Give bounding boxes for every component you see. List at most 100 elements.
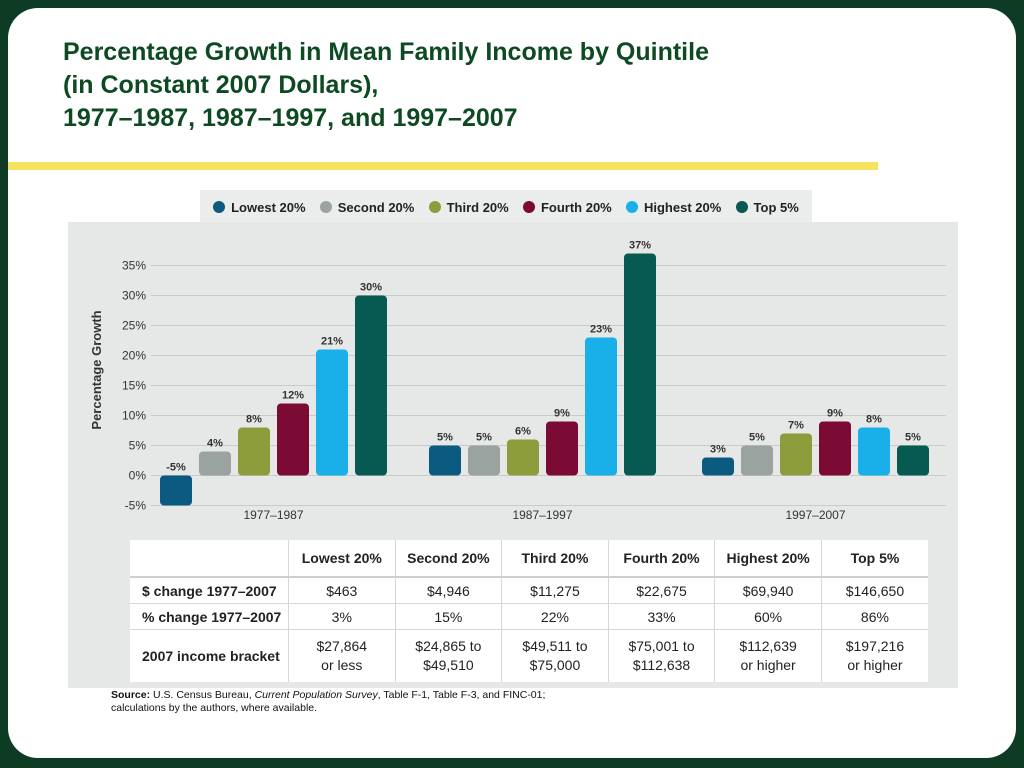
bar-label-0-1: 4% <box>207 438 223 450</box>
table-cell-0-2: $11,275 <box>501 577 609 604</box>
bar-2-3 <box>819 421 851 476</box>
bar-1-5 <box>624 253 656 476</box>
legend-item-5: Top 5% <box>735 199 799 215</box>
bar-label-1-4: 23% <box>590 324 612 336</box>
table-row-label-1: % change 1977–2007 <box>142 608 282 625</box>
source-text-1: U.S. Census Bureau, <box>150 689 255 701</box>
source-text-2: , Table F-1, Table F-3, and FINC-01; <box>377 689 546 701</box>
y-tick-label-4: 15% <box>122 379 146 393</box>
source-text-3: calculations by the authors, where avail… <box>111 702 318 714</box>
table-row: % change 1977–2007 3% 15% 22% 33% 60% 86% <box>130 603 928 630</box>
table-cell-line-2-5-1: or higher <box>847 656 903 673</box>
bar-0-1 <box>199 451 231 476</box>
legend-label-0: Lowest 20% <box>231 199 306 215</box>
slide: Percentage Growth in Mean Family Income … <box>8 8 1016 758</box>
table-cell-0-5: $146,650 <box>820 577 928 604</box>
table-cell-line-2-5-0: $197,216 <box>845 637 905 654</box>
bar-0-5 <box>355 295 387 476</box>
table-cell-1-3: 33% <box>607 603 715 630</box>
table-cell-2-0: $27,864 or less <box>288 629 396 682</box>
table-cell-1-2: 22% <box>501 603 609 630</box>
y-tick-label-0: 35% <box>122 259 146 273</box>
bar-label-1-2: 6% <box>515 426 531 438</box>
table-header-2: Second 20% <box>394 540 502 578</box>
table-body: $ change 1977–2007 $463 $4,946 $11,275 $22,6… <box>130 577 928 682</box>
source-survey-name: Current Population Survey <box>254 689 378 701</box>
bar-label-1-5: 37% <box>629 240 651 252</box>
table-cell-0-1: $4,946 <box>394 577 502 604</box>
legend-swatch-1 <box>319 201 332 213</box>
table-cell-0-4: $69,940 <box>714 577 822 604</box>
table-cell-2-1: $24,865 to $49,510 <box>394 629 502 682</box>
legend-swatch-3 <box>522 201 535 213</box>
bar-0-0 <box>160 475 192 506</box>
bar-label-0-3: 12% <box>282 390 304 402</box>
bar-2-2 <box>780 433 812 476</box>
legend-label-4: Highest 20% <box>643 199 722 215</box>
table-cell-2-4: $112,639 or higher <box>714 629 822 682</box>
bar-0-3 <box>277 403 309 476</box>
table-header-5: Highest 20% <box>714 540 822 578</box>
table-cell-1-0: 3% <box>288 603 396 630</box>
bar-0-2 <box>238 427 270 476</box>
chart-panel: 35% 30% 25% 20% 15% 10% 5% 0% -5% Percentage Grow… <box>68 222 958 688</box>
x-category-label-0: 1977–1987 <box>243 508 303 522</box>
table-row-label-0: $ change 1977–2007 <box>142 582 277 599</box>
legend-label-3: Fourth 20% <box>540 199 612 215</box>
bar-label-2-3: 9% <box>827 408 843 420</box>
bar-1-3 <box>546 421 578 476</box>
table-cell-line-2-2-0: $49,511 to <box>522 637 588 654</box>
legend-swatch-5 <box>735 201 748 213</box>
table-cell-line-2-1-0: $24,865 to <box>415 637 482 654</box>
x-category-label-1: 1987–1997 <box>512 508 572 522</box>
legend-swatch-2 <box>428 201 441 213</box>
table-header-4: Fourth 20% <box>607 540 715 578</box>
y-tick-label-1: 30% <box>122 289 146 303</box>
slide-title: Percentage Growth in Mean Family Income … <box>63 36 963 135</box>
bar-label-0-4: 21% <box>321 336 343 348</box>
bar-2-0 <box>702 457 734 476</box>
table-cell-line-2-1-1: $49,510 <box>423 656 474 673</box>
table-cell-line-2-0-0: $27,864 <box>316 637 368 654</box>
y-tick-label-6: 5% <box>129 439 147 453</box>
table-row: 2007 income bracket $27,864 or less $24,865… <box>130 629 928 682</box>
bar-1-4 <box>585 337 617 476</box>
legend-label-2: Third 20% <box>446 199 509 215</box>
table-header-3: Third 20% <box>501 540 609 578</box>
title-underline <box>8 162 878 170</box>
bar-label-1-3: 9% <box>554 408 570 420</box>
x-category-label-2: 1997–2007 <box>785 508 845 522</box>
y-tick-label-8: -5% <box>125 499 147 513</box>
y-tick-label-7: 0% <box>129 469 147 483</box>
bar-label-2-2: 7% <box>788 420 804 432</box>
table-header-0 <box>130 540 289 578</box>
bar-label-2-4: 8% <box>866 414 882 426</box>
table-cell-line-2-3-1: $112,638 <box>632 656 691 673</box>
table-cell-line-2-4-0: $112,639 <box>739 637 797 654</box>
chart-legend: Lowest 20% Second 20% Third 20% Fourth 20% H… <box>200 190 812 224</box>
title-line-3: 1977–1987, 1987–1997, and 1997–2007 <box>63 104 518 132</box>
y-tick-label-3: 20% <box>122 349 146 363</box>
bar-label-0-5: 30% <box>360 282 382 294</box>
bar-1-2 <box>507 439 539 476</box>
bar-label-0-2: 8% <box>246 414 262 426</box>
table-row: $ change 1977–2007 $463 $4,946 $11,275 $22,6… <box>130 577 928 604</box>
legend-item-1: Second 20% <box>319 200 414 215</box>
bar-label-2-1: 5% <box>749 432 765 444</box>
income-table: Lowest 20% Second 20% Third 20% Fourth 20% H… <box>130 540 928 682</box>
bar-1-0 <box>429 445 461 476</box>
y-tick-label-2: 25% <box>122 319 146 333</box>
title-line-1: Percentage Growth in Mean Family Income … <box>63 38 709 66</box>
source-note: Source: U.S. Census Bureau, Current Popu… <box>111 689 811 715</box>
legend-item-3: Fourth 20% <box>522 199 612 215</box>
table-row-label-2: 2007 income bracket <box>142 647 280 664</box>
bar-label-1-0: 5% <box>437 432 453 444</box>
bar-label-2-0: 3% <box>710 444 726 456</box>
bar-2-1 <box>741 445 773 476</box>
table-header-row: Lowest 20% Second 20% Third 20% Fourth 20% H… <box>130 540 928 578</box>
table-cell-2-3: $75,001 to $112,638 <box>607 629 715 682</box>
legend-label-5: Top 5% <box>753 199 799 215</box>
income-table-container: Lowest 20% Second 20% Third 20% Fourth 20% H… <box>130 540 928 682</box>
bar-label-2-5: 5% <box>905 432 921 444</box>
table-header-1: Lowest 20% <box>288 540 396 578</box>
